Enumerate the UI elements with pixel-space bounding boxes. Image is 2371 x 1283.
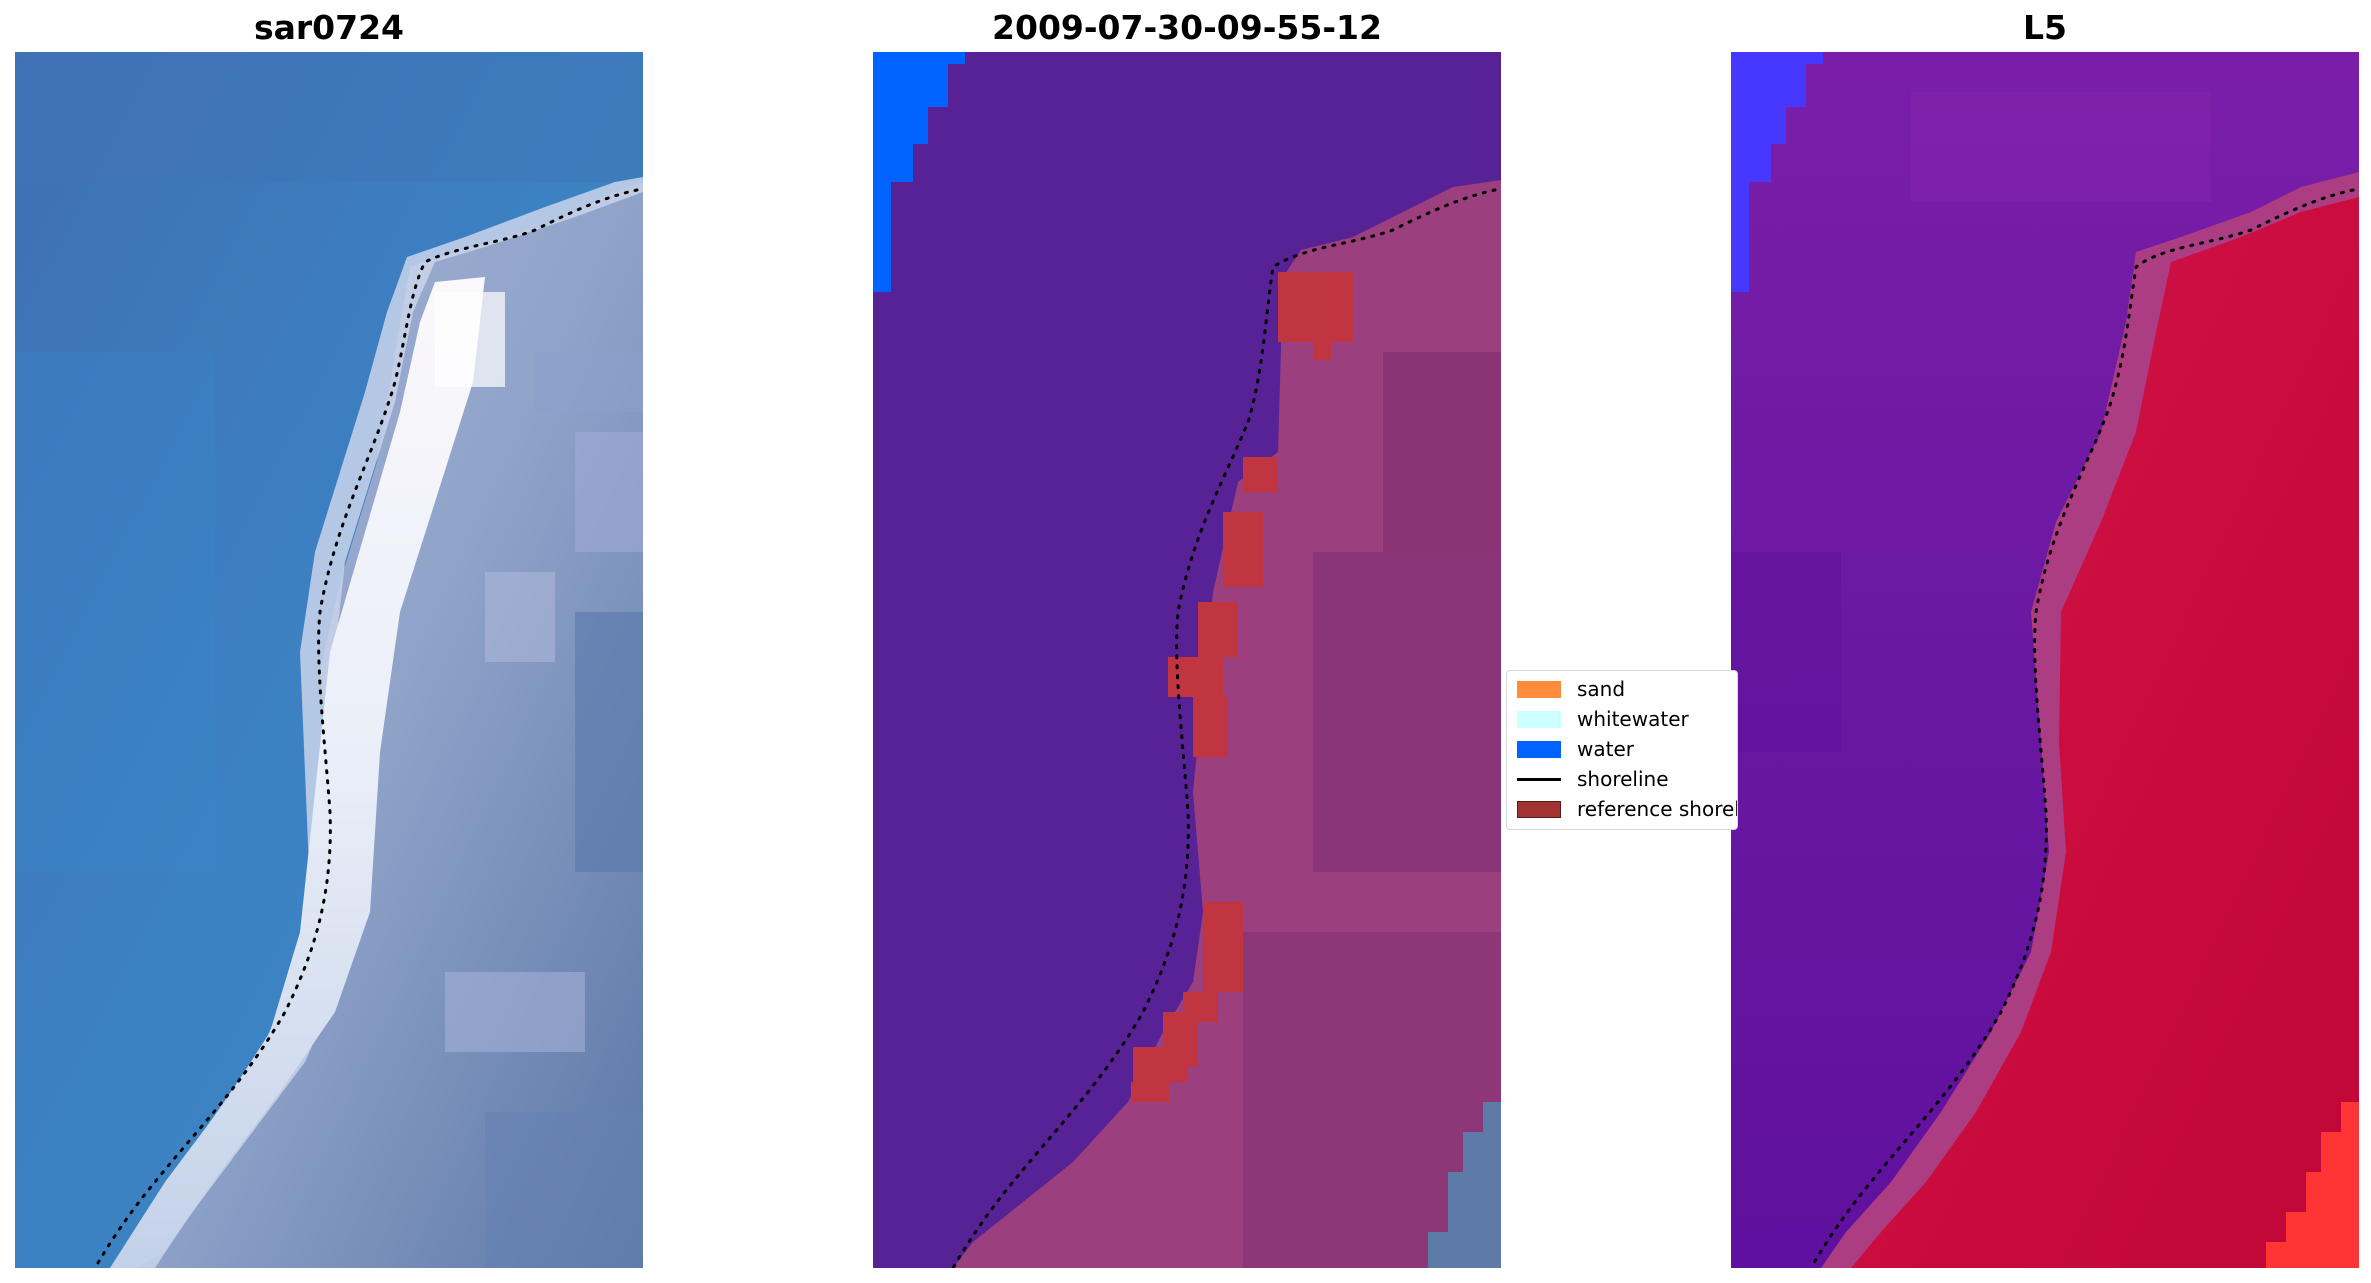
panel-title-rgb: sar0724 [253,8,405,47]
legend-swatch-whitewater [1517,710,1561,728]
rgb-image-panel [15,52,643,1268]
legend-swatch-reference-shoreline [1517,800,1561,818]
panel-title-classified: 2009-07-30-09-55-12 [992,8,1382,47]
rgb-image [15,52,643,1268]
legend-swatch-water [1517,740,1561,758]
classified-image-panel [873,52,1501,1268]
legend-label: sand [1577,677,1626,701]
legend-item-shoreline: shoreline [1517,767,1669,791]
legend-label: water [1577,737,1634,761]
legend-item-sand: sand [1517,677,1625,701]
legend-line-shoreline [1517,771,1561,788]
classified-image [873,52,1501,1268]
index-image [1731,52,2359,1268]
legend: sand whitewater water shoreline referenc… [1506,670,1738,830]
legend-label: whitewater [1577,707,1689,731]
legend-label: shoreline [1577,767,1669,791]
legend-swatch-sand [1517,680,1561,698]
legend-label: reference shoreline [1577,797,1737,821]
index-image-panel [1731,52,2359,1268]
legend-item-whitewater: whitewater [1517,707,1689,731]
legend-item-reference-shoreline: reference shoreline [1517,797,1737,821]
legend-item-water: water [1517,737,1634,761]
panel-title-index: L5 [2023,8,2067,47]
